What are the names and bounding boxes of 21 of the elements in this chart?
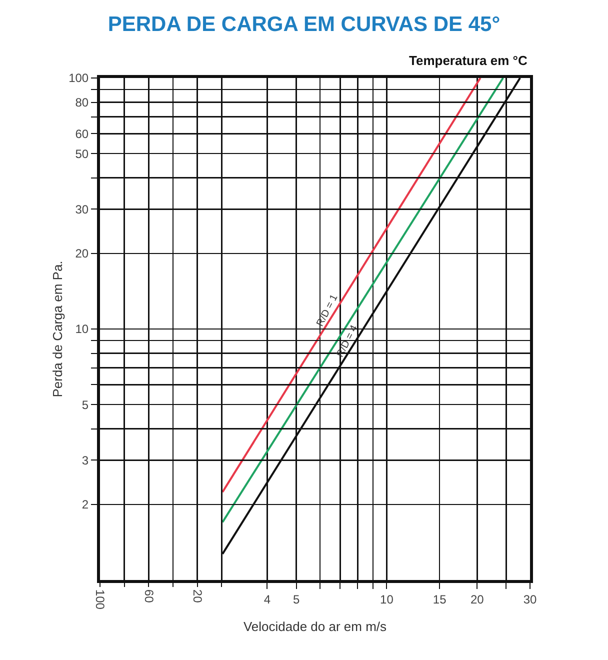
x2-axis-title: Temperatura em °C [409, 53, 528, 68]
x-tick-label: 4 [264, 592, 271, 606]
y-tick-label: 10 [75, 322, 89, 336]
y-tick-label: 5 [82, 398, 89, 412]
y-tick-label: 50 [75, 146, 89, 161]
x2-tick-label: 60 [142, 589, 156, 604]
y-tick-label: 3 [82, 453, 89, 468]
x-tick-label: 15 [432, 592, 447, 606]
y-tick-label: 2 [82, 498, 89, 512]
x-tick-label: 10 [380, 592, 394, 606]
x-tick-label: 5 [292, 592, 300, 606]
chart-title: PERDA DE CARGA EM CURVAS DE 45° [108, 13, 500, 36]
x-tick-label: 30 [523, 592, 537, 606]
x-axis-title: Velocidade do ar em m/s [243, 619, 388, 634]
y-tick-label: 30 [75, 202, 89, 216]
y-tick-label: 80 [75, 96, 89, 110]
y-tick-label: 20 [75, 246, 89, 261]
y-tick-label: 60 [75, 126, 89, 141]
y-tick-label: 100 [68, 71, 89, 86]
x-tick-label: 20 [470, 592, 484, 606]
y-axis-title: Perda de Carga em Pa. [50, 260, 65, 398]
